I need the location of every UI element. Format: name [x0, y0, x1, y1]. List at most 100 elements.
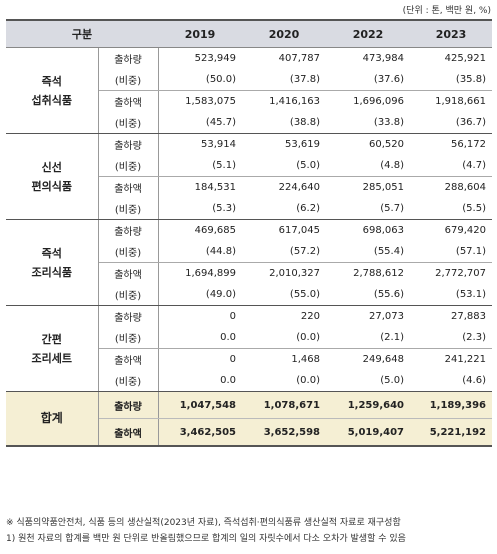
total-value-cell: 1,259,640: [326, 391, 410, 419]
category-name-line: 간편: [41, 332, 62, 346]
total-row: 합계 출하량 1,047,548 1,078,671 1,259,640 1,189,39…: [6, 391, 492, 447]
header-year: 2022: [326, 19, 410, 48]
value-cell: 425,921: [444, 53, 486, 64]
value-cell: (5.0): [326, 370, 410, 392]
category-name-line: 즉석: [41, 246, 62, 260]
value-cell: (0.0): [242, 327, 326, 349]
table-row: 출하액 1,694,899 2,010,327 2,788,612 2,772,707: [6, 262, 492, 284]
value-cell: (5.3): [158, 198, 242, 220]
total-value-cell: 5,019,407: [326, 418, 410, 447]
table-row: 신선 편의식품 출하량 53,914 53,619 60,520 56,172: [6, 133, 492, 220]
value-cell: 1,694,899: [185, 268, 236, 279]
row-label: (비중): [98, 327, 159, 349]
rounding-note: 1) 원천 자료의 합계를 백만 원 단위로 반올림했으므로 합계의 일의 자릿…: [6, 534, 406, 544]
row-label: (비중): [98, 198, 159, 220]
value-cell: (6.2): [242, 198, 326, 220]
value-cell: 523,949: [194, 53, 236, 64]
category-name-line: 즉석: [41, 74, 62, 88]
value-cell: 56,172: [451, 139, 486, 150]
value-cell: (45.7): [158, 112, 242, 134]
value-cell: 407,787: [278, 53, 320, 64]
value-cell: 0.0: [158, 327, 242, 349]
row-label: 출하량: [98, 133, 159, 155]
value-cell: 60,520: [369, 139, 404, 150]
header-year: 2019: [158, 19, 242, 48]
row-label: 출하액: [98, 418, 159, 447]
value-cell: (38.8): [242, 112, 326, 134]
header-year: 2020: [242, 19, 326, 48]
value-cell: (44.8): [158, 241, 242, 263]
value-cell: (5.0): [242, 155, 326, 177]
row-label: 출하량: [98, 391, 159, 419]
value-cell: (55.4): [326, 241, 410, 263]
table-row: 간편 조리세트 출하량 0 220 27,073 27,883: [6, 305, 492, 392]
value-cell: 0.0: [158, 370, 242, 392]
category-name-line: 신선: [41, 160, 62, 174]
value-cell: 2,772,707: [435, 268, 486, 279]
value-cell: 473,984: [362, 53, 404, 64]
table-row: 출하액 184,531 224,640 285,051 288,604: [6, 176, 492, 198]
total-value-cell: 1,189,396: [410, 391, 492, 419]
value-cell: 27,073: [369, 311, 404, 322]
total-label: 합계: [6, 391, 99, 447]
value-cell: (33.8): [326, 112, 410, 134]
row-label: 출하액: [98, 262, 159, 284]
table-row: 출하액 0 1,468 249,648 241,221: [6, 348, 492, 370]
row-label: (비중): [98, 112, 159, 134]
value-cell: 1,918,661: [435, 96, 486, 107]
row-label: 출하량: [98, 47, 159, 69]
value-cell: 27,883: [451, 311, 486, 322]
value-cell: 0: [229, 311, 236, 322]
row-label: 출하량: [98, 305, 159, 327]
category-name-line: 편의식품: [31, 179, 72, 193]
category-name-line: 섭취식품: [31, 93, 72, 107]
table-row: 출하액 1,583,075 1,416,163 1,696,096 1,918,661: [6, 90, 492, 112]
row-label: (비중): [98, 241, 159, 263]
value-cell: 53,619: [285, 139, 320, 150]
value-cell: 184,531: [194, 182, 236, 193]
row-label: 출하량: [98, 219, 159, 241]
value-cell: (4.8): [326, 155, 410, 177]
value-cell: (4.6): [410, 370, 492, 392]
header-year: 2023: [410, 19, 492, 48]
value-cell: (35.8): [410, 69, 492, 91]
total-value-cell: 3,652,598: [242, 418, 326, 447]
category-name-line: 조리세트: [31, 351, 72, 365]
value-cell: 224,640: [278, 182, 320, 193]
value-cell: 617,045: [278, 225, 320, 236]
row-label: 출하액: [98, 348, 159, 370]
table-row: (비중) (50.0) (37.8) (37.6) (35.8): [6, 69, 492, 91]
table-row: 즉석 섭취식품 출하량 523,949 407,787 473,984 425,921: [6, 47, 492, 134]
table-row: (비중) (49.0) (55.0) (55.6) (53.1): [6, 284, 492, 306]
total-value-cell: 1,078,671: [242, 391, 326, 419]
value-cell: 285,051: [362, 182, 404, 193]
value-cell: (49.0): [158, 284, 242, 306]
row-label: (비중): [98, 155, 159, 177]
value-cell: (36.7): [410, 112, 492, 134]
value-cell: (0.0): [242, 370, 326, 392]
value-cell: 1,416,163: [269, 96, 320, 107]
value-cell: (5.1): [158, 155, 242, 177]
value-cell: (37.8): [242, 69, 326, 91]
row-label: 출하액: [98, 176, 159, 198]
table-row: (비중) (45.7) (38.8) (33.8) (36.7): [6, 112, 492, 134]
row-label: (비중): [98, 284, 159, 306]
value-cell: (5.5): [410, 198, 492, 220]
value-cell: 469,685: [194, 225, 236, 236]
category-name-line: 조리식품: [31, 265, 72, 279]
shipment-table: 구분 2019 2020 2022 2023 즉석 섭취식품 출하량 523,949 4…: [6, 19, 492, 447]
source-note: ※ 식품의약품안전처, 식품 등의 생산실적(2023년 자료), 즉석섭취·편…: [6, 518, 401, 528]
header-row: 구분 2019 2020 2022 2023: [6, 19, 492, 48]
value-cell: 241,221: [444, 354, 486, 365]
value-cell: 2,788,612: [353, 268, 404, 279]
table-row: (비중) 0.0 (0.0) (5.0) (4.6): [6, 370, 492, 392]
value-cell: (5.7): [326, 198, 410, 220]
total-value-cell: 3,462,505: [158, 418, 242, 447]
unit-note: (단위 : 톤, 백만 원, %): [402, 6, 491, 16]
value-cell: (2.1): [326, 327, 410, 349]
header-category: 구분: [6, 19, 158, 48]
total-row: 출하액 3,462,505 3,652,598 5,019,407 5,221,192: [6, 418, 492, 447]
value-cell: 2,010,327: [269, 268, 320, 279]
value-cell: 679,420: [444, 225, 486, 236]
